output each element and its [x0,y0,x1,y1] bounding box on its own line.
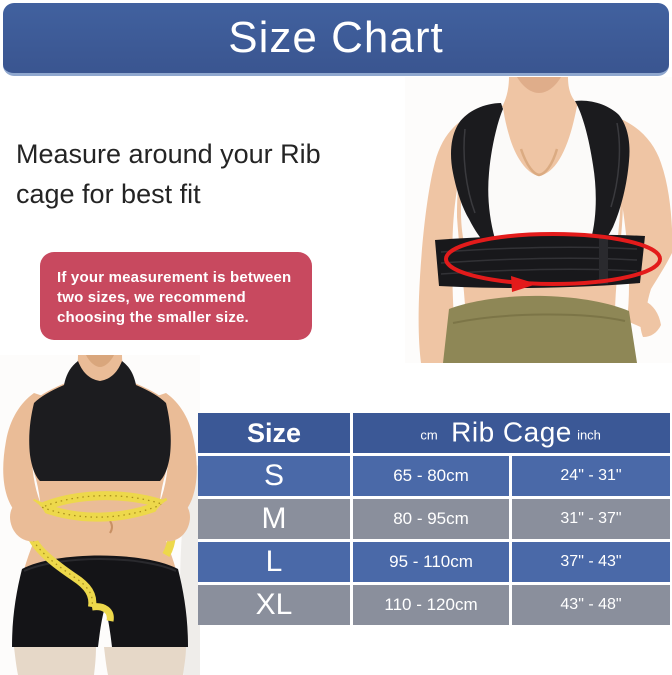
waist-measurement-photo [0,355,200,675]
shorts-waistband [23,558,177,572]
headline-line-1: Measure around your Rib [16,139,321,169]
table-cell-size-xl: XL [198,585,350,625]
table-cell-cm-xl: 110 - 120cm [353,585,509,625]
woman-right-leg [104,647,186,675]
navel [109,520,113,534]
table-cell-cm-s: 65 - 80cm [353,456,509,496]
table-header-ribcage-label: Rib Cage [451,416,572,448]
table-cell-cm-m: 80 - 95cm [353,499,509,539]
white-sports-bra [461,106,621,247]
note-line-3: choosing the smaller size. [57,309,249,326]
corrector-right-strap [575,100,630,244]
table-cell-size-s: S [198,456,350,496]
cleavage-shading [519,148,559,177]
black-sports-bra [29,361,171,481]
note-line-2: two sizes, we recommend [57,289,246,306]
banner: Size Chart [3,3,669,76]
table-cell-inch-l: 37" - 43" [512,542,670,582]
table-cell-inch-s: 24" - 31" [512,456,670,496]
headline: Measure around your Rib cage for best fi… [16,134,436,214]
table-header-ribcage: cm Rib Cage inch [353,413,670,453]
table-header-unit-inch: inch [577,427,601,443]
note-line-1: If your measurement is between [57,269,292,286]
olive-leggings [443,295,637,363]
woman-right-hand [152,499,190,542]
measurement-ellipse-arrow-icon [444,232,662,292]
table-header-unit-cm: cm [420,427,438,443]
headline-line-2: cage for best fit [16,179,201,209]
size-chart-table: Size cm Rib Cage inch S 65 - 80cm 24" - … [198,413,670,625]
woman-left-leg [14,647,96,675]
recommendation-note: If your measurement is between two sizes… [40,252,312,340]
rib-band-velcro-seam [599,238,608,284]
page-title: Size Chart [228,13,444,62]
table-cell-inch-m: 31" - 37" [512,499,670,539]
chin-shadow [86,355,114,367]
table-header-size: Size [198,413,350,453]
table-cell-size-l: L [198,542,350,582]
leggings-waistband [452,313,626,324]
woman-left-hand [10,499,48,542]
table-cell-size-m: M [198,499,350,539]
black-shorts [12,555,188,647]
strap-stitching [463,122,621,214]
posture-corrector-photo [405,77,672,363]
table-cell-inch-xl: 43" - 48" [512,585,670,625]
neck-shadow [517,77,561,93]
model-right-hand [640,301,661,337]
table-cell-cm-l: 95 - 110cm [353,542,509,582]
